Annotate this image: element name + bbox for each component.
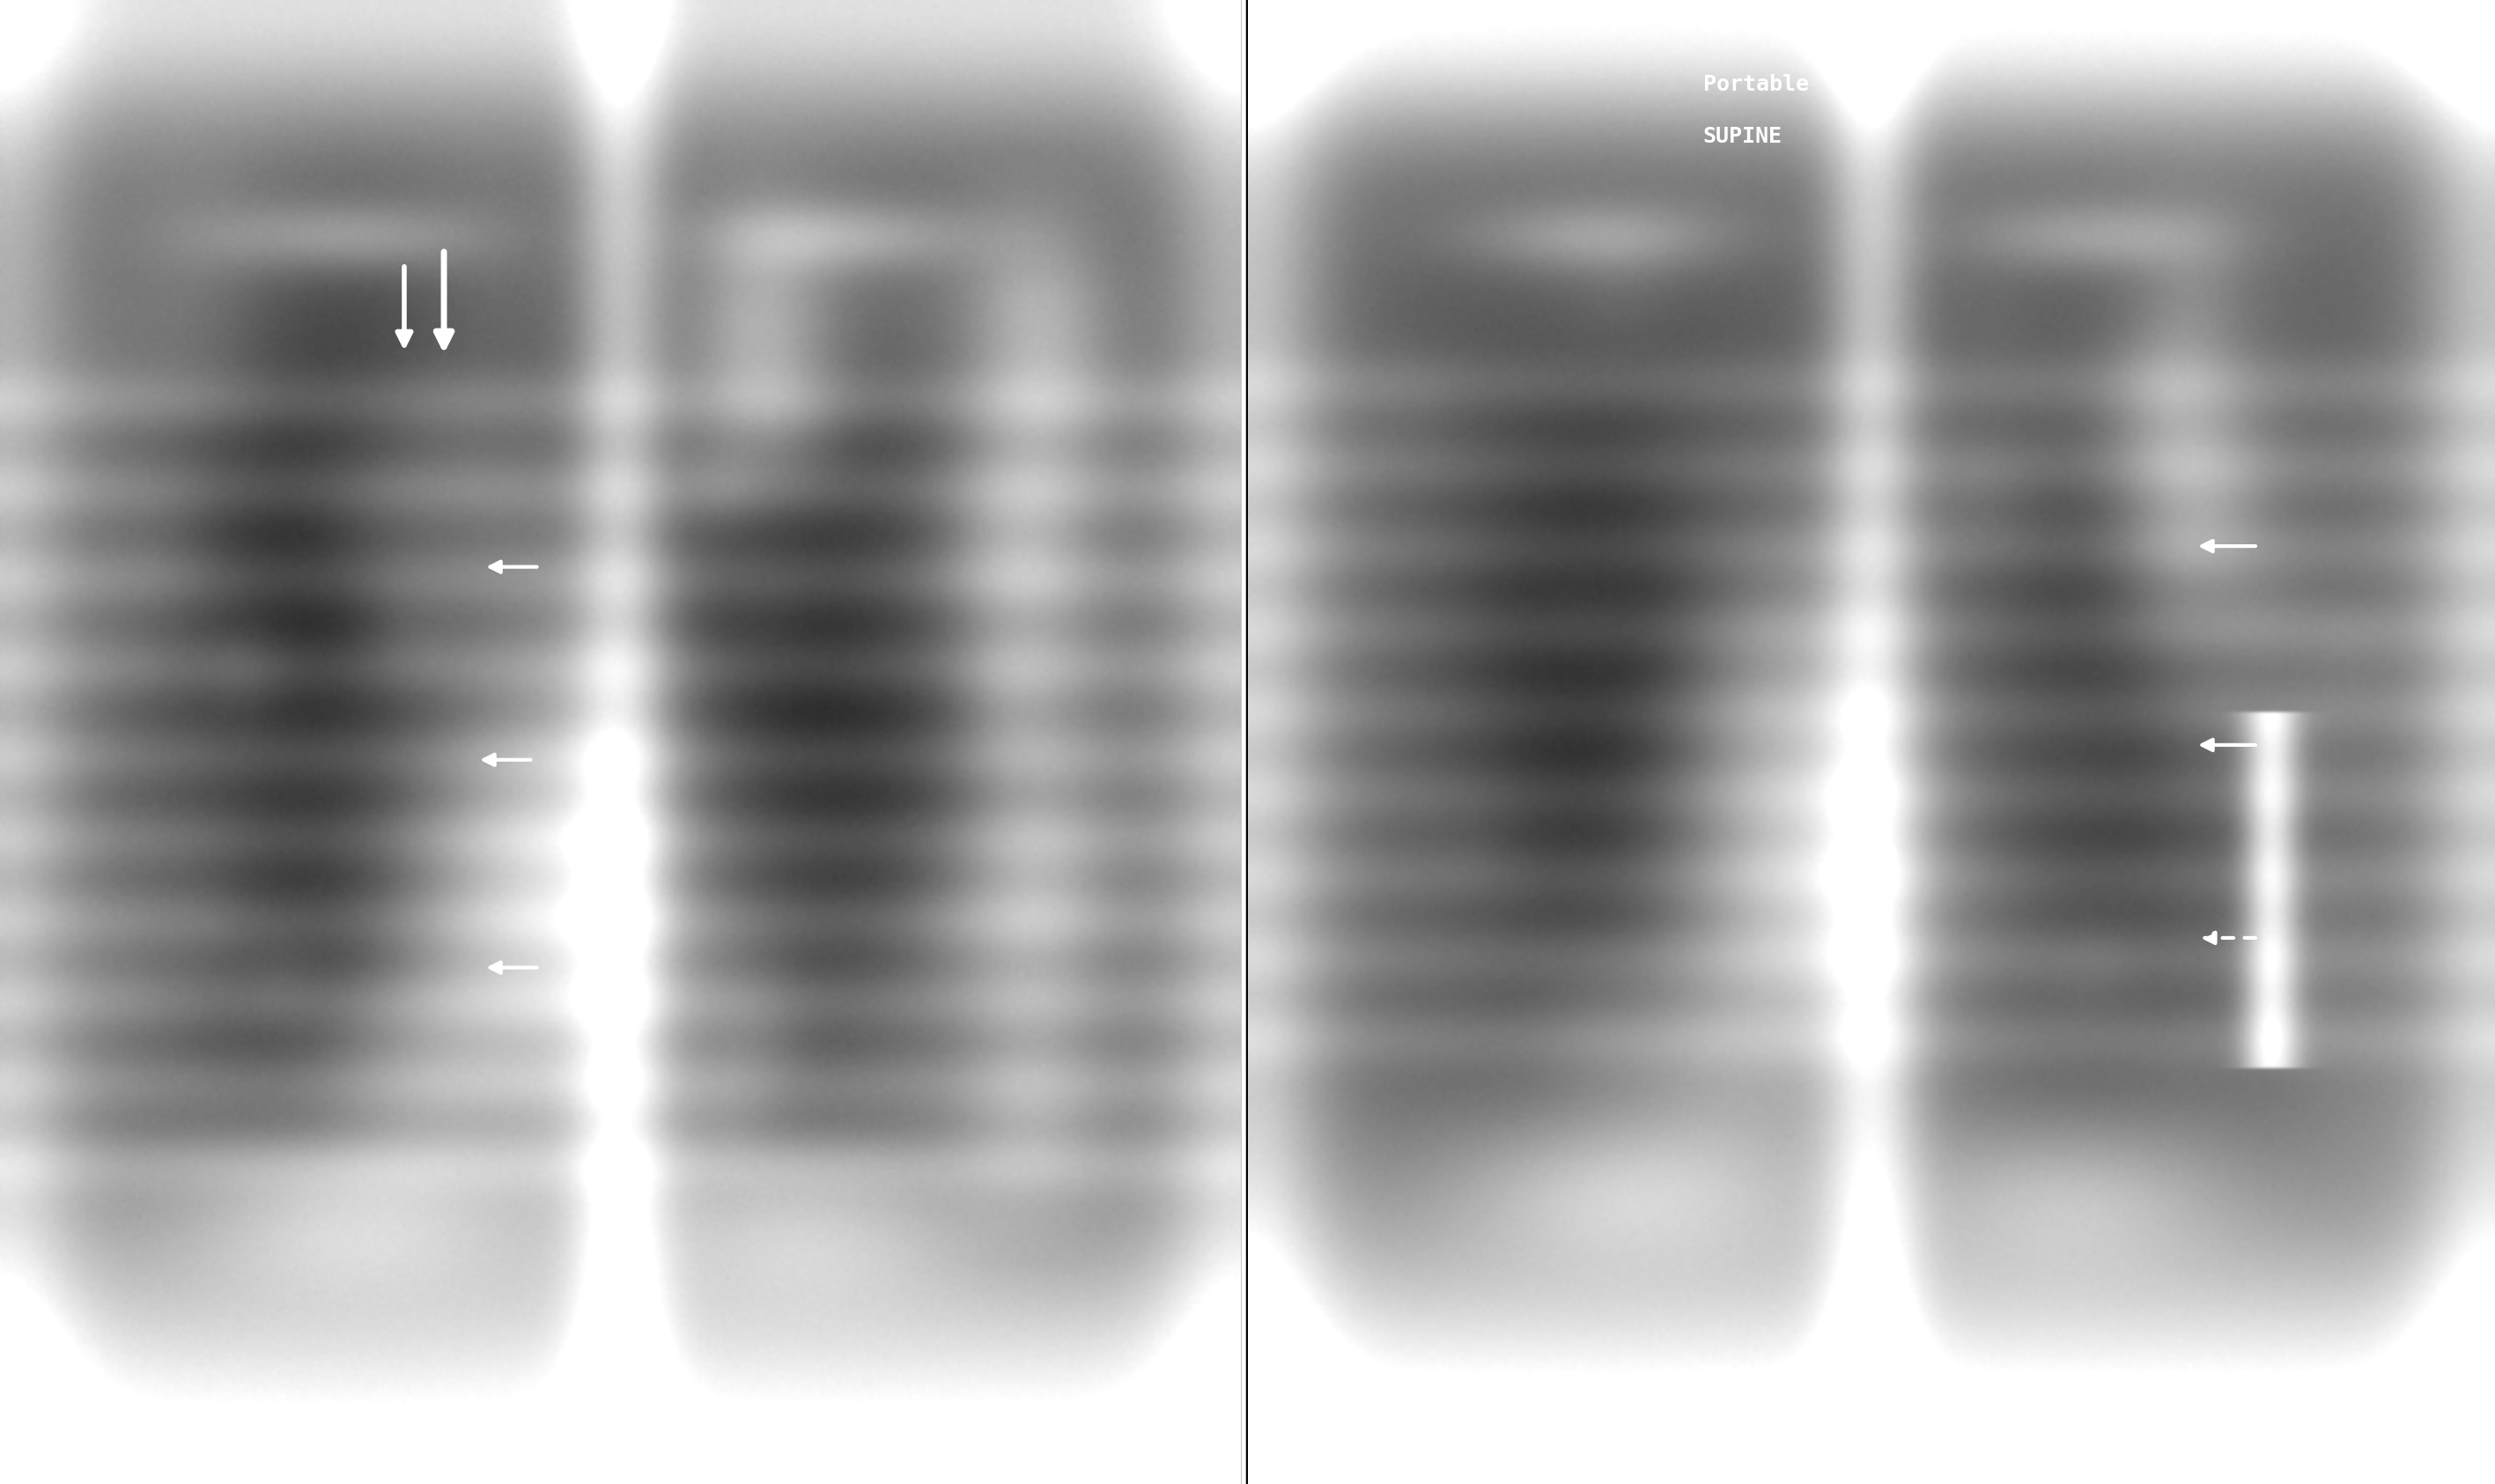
- Text: SUPINE: SUPINE: [1702, 126, 1781, 147]
- Text: B: B: [1285, 1379, 1332, 1439]
- Text: Portable: Portable: [1702, 74, 1809, 95]
- Text: A: A: [37, 1379, 87, 1439]
